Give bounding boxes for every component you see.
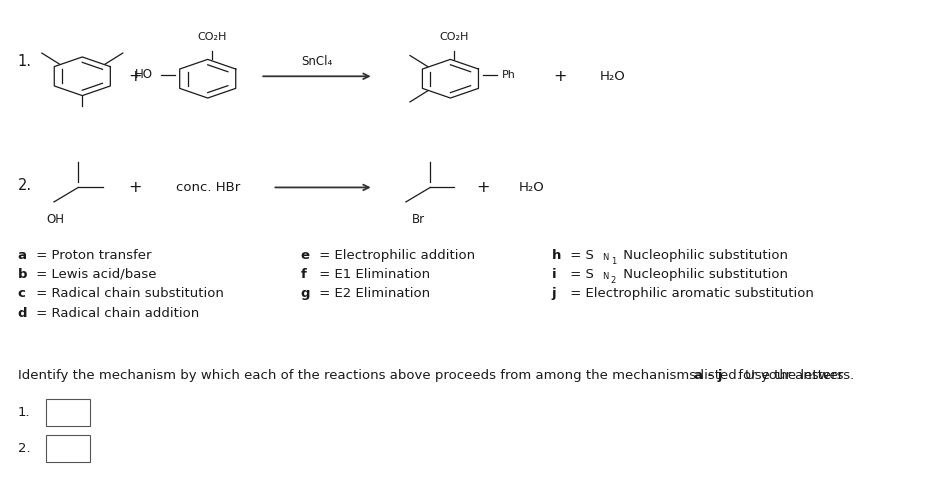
Text: 1: 1: [610, 257, 616, 266]
Text: = E2 Elimination: = E2 Elimination: [315, 287, 430, 300]
Text: = S: = S: [566, 268, 594, 281]
Text: 2.: 2.: [18, 177, 32, 192]
Text: 1.: 1.: [18, 406, 30, 418]
Text: f: f: [300, 268, 307, 281]
Text: = Radical chain addition: = Radical chain addition: [32, 307, 200, 320]
Text: SnCl₄: SnCl₄: [301, 55, 332, 68]
Text: OH: OH: [47, 212, 64, 226]
Text: CO₂H: CO₂H: [439, 33, 469, 42]
Text: CO₂H: CO₂H: [197, 33, 227, 42]
Text: H₂O: H₂O: [599, 70, 625, 83]
Text: a: a: [18, 248, 26, 261]
Text: = E1 Elimination: = E1 Elimination: [315, 268, 430, 281]
Text: Nucleophilic substitution: Nucleophilic substitution: [619, 248, 787, 261]
Text: = Lewis acid/base: = Lewis acid/base: [32, 268, 157, 281]
Text: +: +: [476, 180, 490, 195]
FancyBboxPatch shape: [46, 435, 91, 462]
Text: = Radical chain substitution: = Radical chain substitution: [32, 287, 224, 300]
Text: b: b: [18, 268, 27, 281]
Text: c: c: [18, 287, 25, 300]
Text: = Electrophilic aromatic substitution: = Electrophilic aromatic substitution: [566, 287, 814, 300]
Text: Ph: Ph: [501, 70, 515, 80]
Text: +: +: [128, 69, 142, 84]
Text: = Electrophilic addition: = Electrophilic addition: [315, 248, 476, 261]
Text: N: N: [603, 272, 609, 281]
Text: +: +: [128, 180, 142, 195]
Text: +: +: [553, 69, 566, 84]
Text: j: j: [551, 287, 556, 300]
FancyBboxPatch shape: [46, 399, 91, 426]
Text: for your answers.: for your answers.: [734, 369, 855, 382]
Text: = S: = S: [566, 248, 594, 261]
Text: d: d: [18, 307, 27, 320]
Text: e: e: [300, 248, 310, 261]
Text: h: h: [551, 248, 561, 261]
Text: N: N: [603, 253, 609, 262]
Text: 2.: 2.: [18, 442, 30, 455]
Text: g: g: [300, 287, 311, 300]
Text: Nucleophilic substitution: Nucleophilic substitution: [619, 268, 787, 281]
Text: 2: 2: [610, 276, 616, 285]
Text: i: i: [551, 268, 556, 281]
Text: HO: HO: [134, 69, 153, 81]
Text: 1.: 1.: [18, 54, 32, 69]
Text: a - j: a - j: [694, 369, 722, 382]
Text: Identify the mechanism by which each of the reactions above proceeds from among : Identify the mechanism by which each of …: [18, 369, 847, 382]
Text: Br: Br: [411, 212, 425, 226]
Text: H₂O: H₂O: [519, 181, 544, 194]
Text: conc. HBr: conc. HBr: [175, 181, 240, 194]
Text: = Proton transfer: = Proton transfer: [32, 248, 152, 261]
